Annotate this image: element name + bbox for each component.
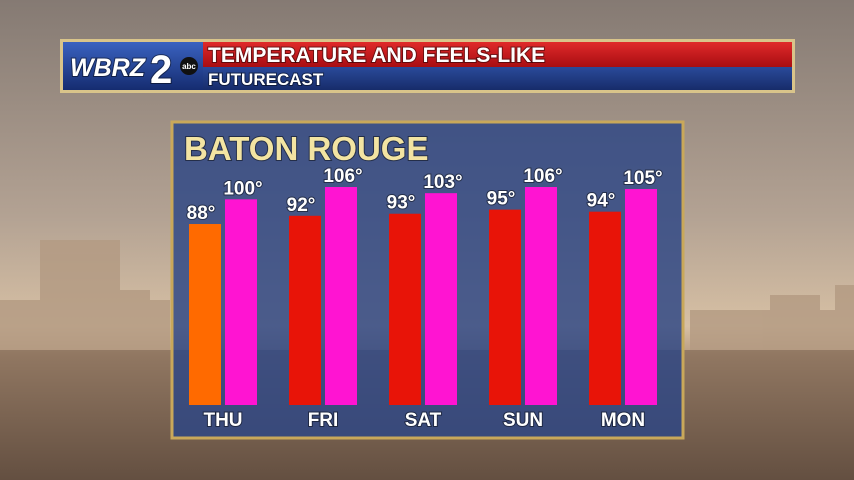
value-label: 93°: [387, 193, 416, 214]
banner: WBRZ 2 abc TEMPERATURE AND FEELS-LIKE FU…: [60, 39, 795, 93]
banner-subtitle-bar: [63, 67, 792, 90]
value-label: 88°: [187, 203, 216, 224]
bar: [189, 224, 221, 405]
bar: [489, 209, 521, 405]
skyline: [0, 240, 854, 350]
value-label: 94°: [587, 191, 616, 212]
logo-channel: 2: [150, 48, 172, 92]
logo-network: abc: [182, 62, 196, 71]
bar: [525, 187, 557, 405]
value-label: 92°: [287, 195, 316, 216]
bar: [625, 189, 657, 405]
chart-title: TEMPERATURE AND FEELS-LIKE: [208, 44, 545, 67]
value-label: 105°: [623, 168, 662, 189]
value-label: 106°: [323, 166, 362, 187]
bar: [589, 211, 621, 405]
x-tick-label: SAT: [405, 410, 442, 431]
logo-box: [63, 42, 203, 90]
x-tick-label: FRI: [308, 410, 339, 431]
value-label: 95°: [487, 189, 516, 210]
bar: [325, 187, 357, 405]
bar: [389, 213, 421, 405]
bar: [225, 199, 257, 405]
bar: [289, 215, 321, 405]
x-tick-label: SUN: [503, 410, 543, 431]
value-label: 103°: [423, 172, 462, 193]
bar: [425, 193, 457, 405]
chart-subtitle: FUTURECAST: [208, 70, 324, 89]
logo-network-badge: [180, 57, 198, 75]
value-label: 106°: [523, 166, 562, 187]
plot: 88° 100° THU 92° 106° FRI 93° 103° SAT 95° 106° SUN…: [186, 165, 664, 432]
location-title: BATON ROUGE: [184, 130, 428, 167]
value-label: 100°: [223, 178, 262, 199]
x-tick-label: THU: [203, 410, 242, 431]
x-tick-label: MON: [601, 410, 645, 431]
logo-call-sign: WBRZ: [70, 54, 147, 82]
